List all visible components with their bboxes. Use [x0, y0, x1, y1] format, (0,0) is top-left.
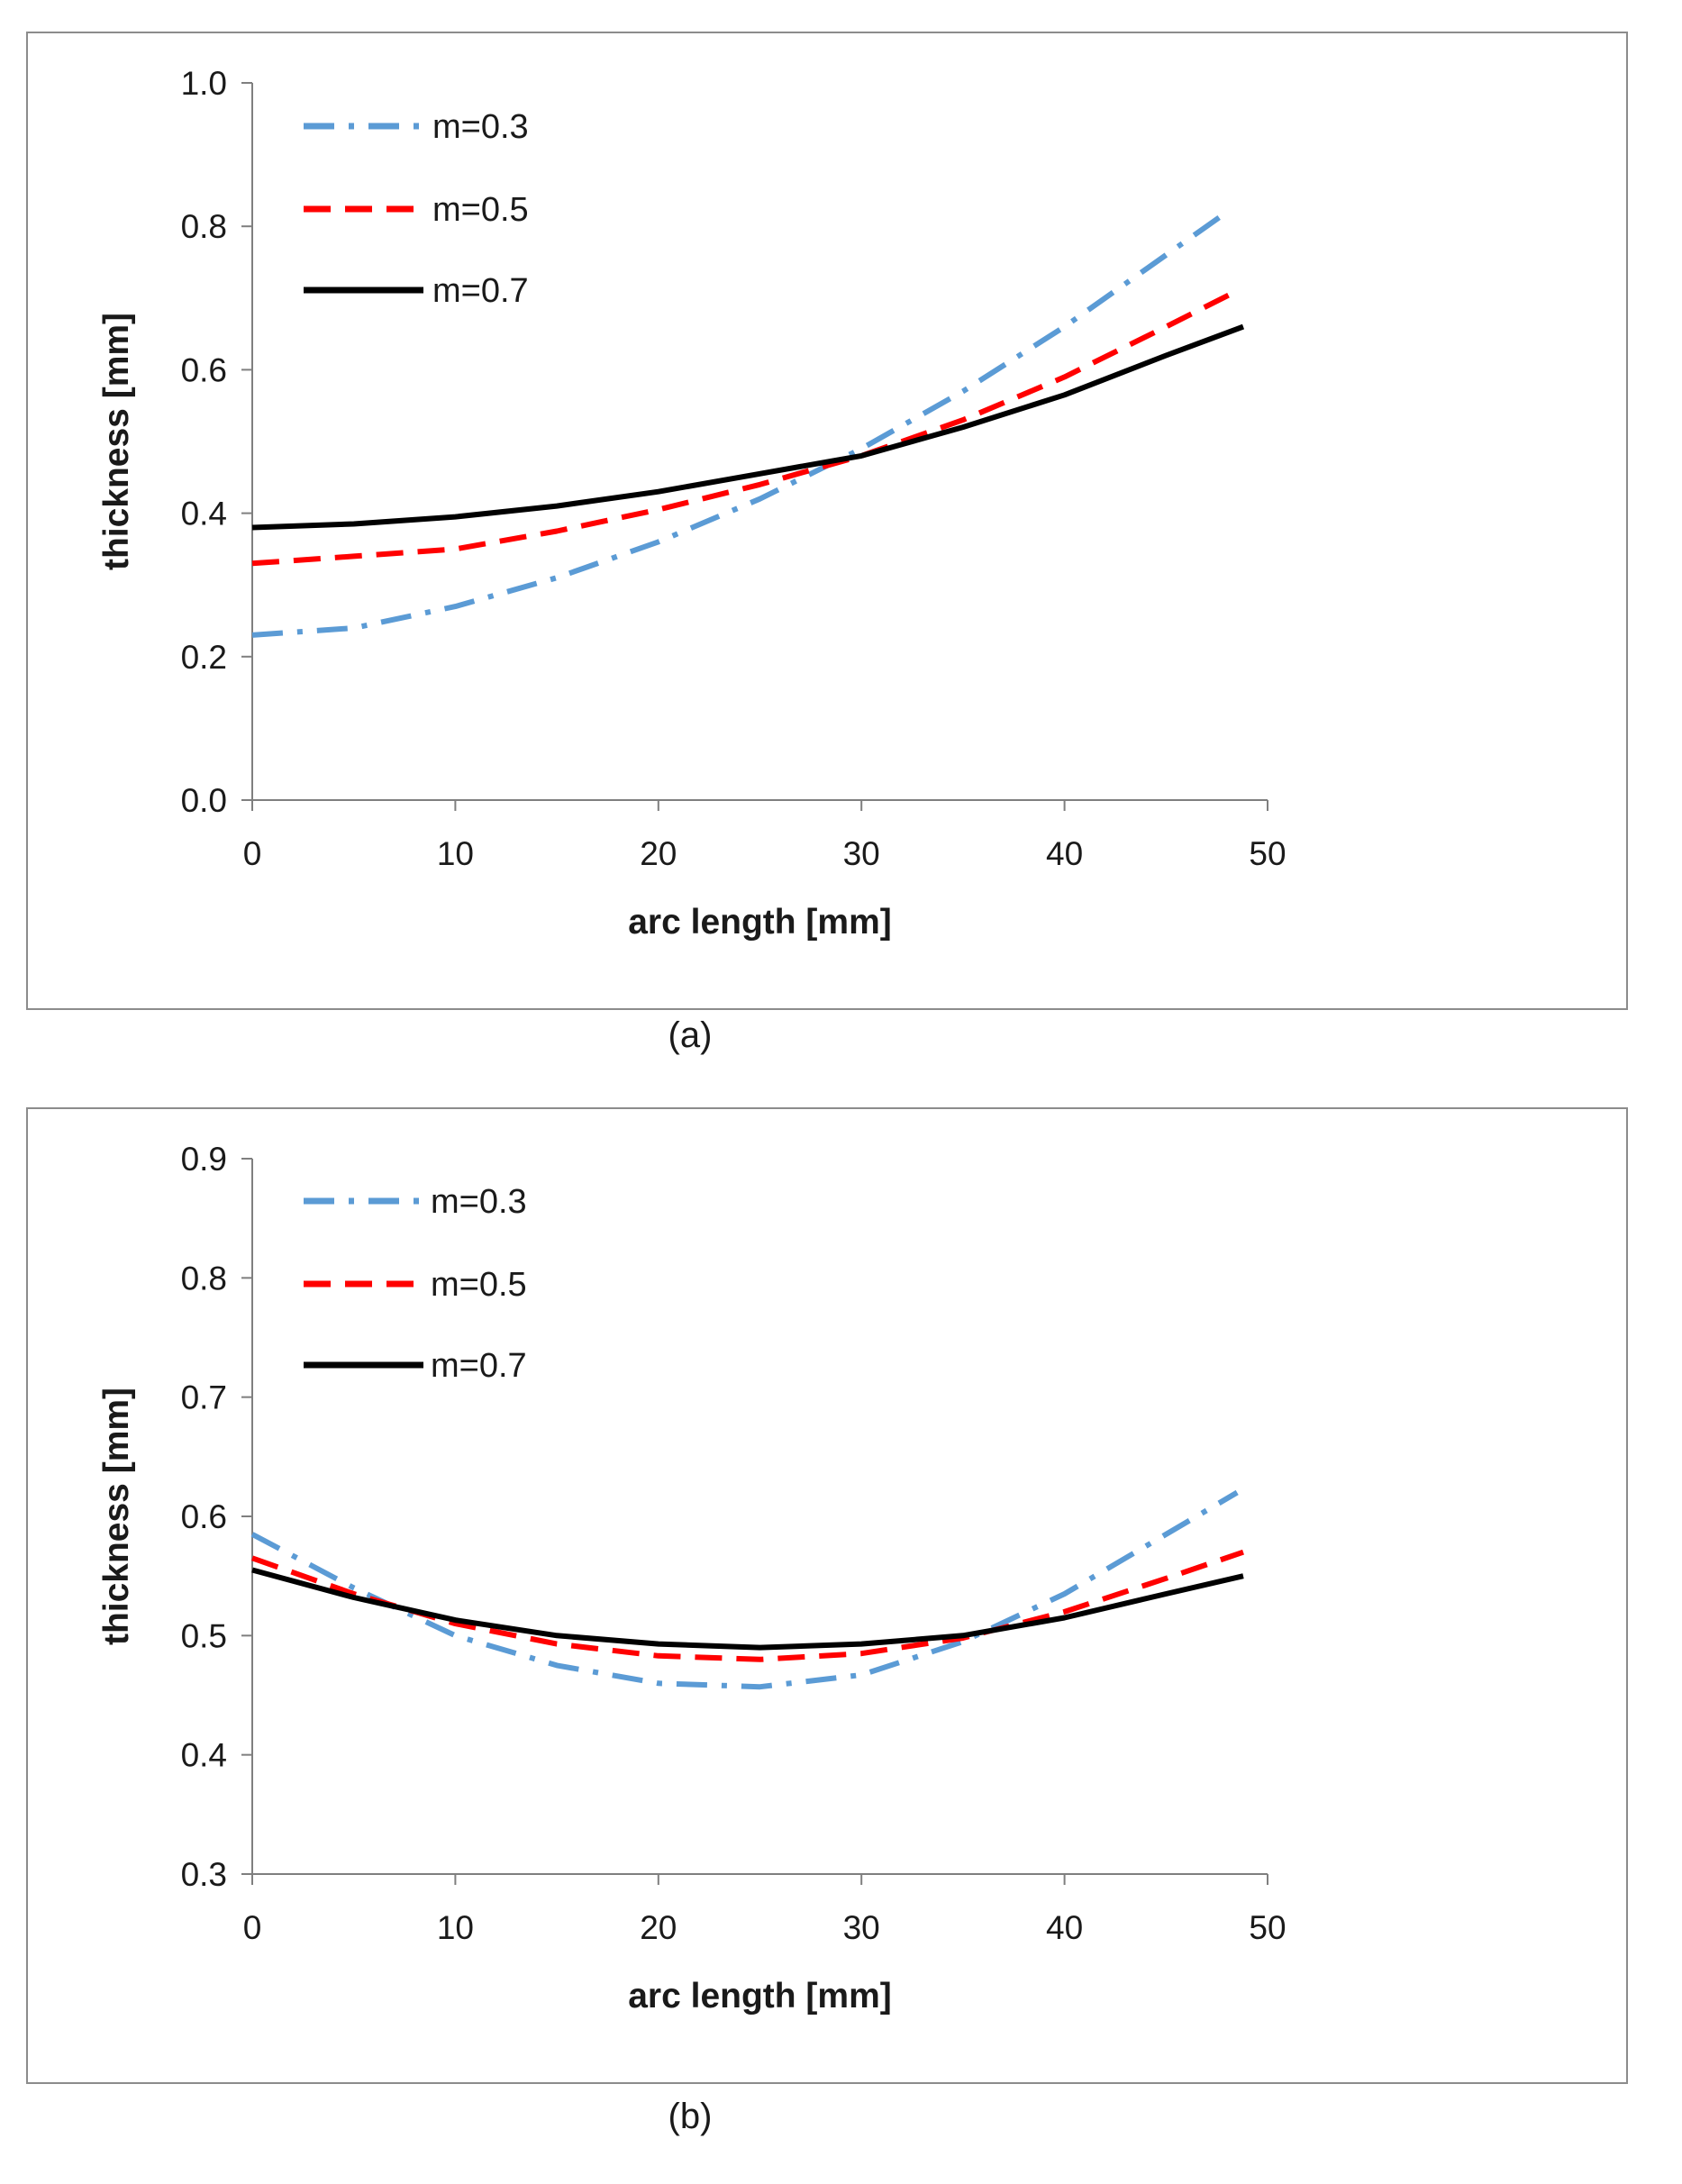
- x-tick-label: 10: [437, 1909, 474, 1946]
- y-tick-label: 0.6: [181, 1498, 227, 1535]
- x-tick-label: 40: [1046, 835, 1083, 872]
- y-tick-label: 0.9: [181, 1141, 227, 1178]
- chart-frame: [26, 32, 1628, 1010]
- panel-caption: (b): [668, 2097, 713, 2136]
- series-line: [250, 1489, 1239, 1690]
- series-line: [251, 1567, 1244, 1651]
- legend-entry: m=0.5: [431, 1266, 527, 1304]
- legend-entry: m=0.3: [432, 108, 529, 146]
- chart-frame: [26, 1107, 1628, 2084]
- x-tick-label: 50: [1249, 835, 1286, 872]
- x-tick-label: 0: [243, 1909, 262, 1946]
- panel-caption: (a): [668, 1015, 713, 1055]
- x-tick-label: 50: [1249, 1909, 1286, 1946]
- y-tick-label: 0.8: [181, 208, 227, 245]
- series-line: [251, 288, 1239, 567]
- x-tick-label: 10: [437, 835, 474, 872]
- series-line: [251, 209, 1229, 638]
- y-tick-label: 0.2: [181, 639, 227, 676]
- x-axis-label: arc length [mm]: [628, 903, 892, 942]
- y-tick-label: 0.4: [181, 496, 227, 532]
- legend-entry: m=0.7: [432, 272, 529, 310]
- y-tick-label: 0.0: [181, 782, 227, 819]
- x-tick-label: 30: [843, 1909, 880, 1946]
- x-tick-label: 0: [243, 835, 262, 872]
- y-tick-label: 0.8: [181, 1260, 227, 1297]
- y-axis-label: thickness [mm]: [97, 1388, 136, 1645]
- x-tick-label: 20: [640, 1909, 677, 1946]
- y-tick-label: 0.6: [181, 351, 227, 388]
- legend-entry: m=0.7: [431, 1347, 527, 1385]
- legend-entry: m=0.3: [431, 1183, 527, 1221]
- series-line: [251, 323, 1245, 531]
- y-tick-label: 0.5: [181, 1617, 227, 1654]
- x-tick-label: 30: [843, 835, 880, 872]
- y-axis-label: thickness [mm]: [97, 313, 136, 570]
- chart-panel-b: 0.3 0.4 0.5 0.6 0.7 0.8 0.9 0 10 20 30 40 50 arc leng…: [26, 1107, 1628, 2084]
- x-tick-label: 20: [640, 835, 677, 872]
- y-tick-label: 1.0: [181, 65, 227, 102]
- legend-entry: m=0.5: [432, 191, 529, 229]
- chart-panel-a: 0.0 0.2 0.4 0.6 0.8 1.0 0 10 20 30 40 50 arc length …: [26, 32, 1628, 1010]
- x-tick-label: 40: [1046, 1909, 1083, 1946]
- y-tick-label: 0.3: [181, 1856, 227, 1893]
- y-tick-label: 0.4: [181, 1737, 227, 1774]
- x-axis-label: arc length [mm]: [628, 1977, 892, 2016]
- y-tick-label: 0.7: [181, 1379, 227, 1416]
